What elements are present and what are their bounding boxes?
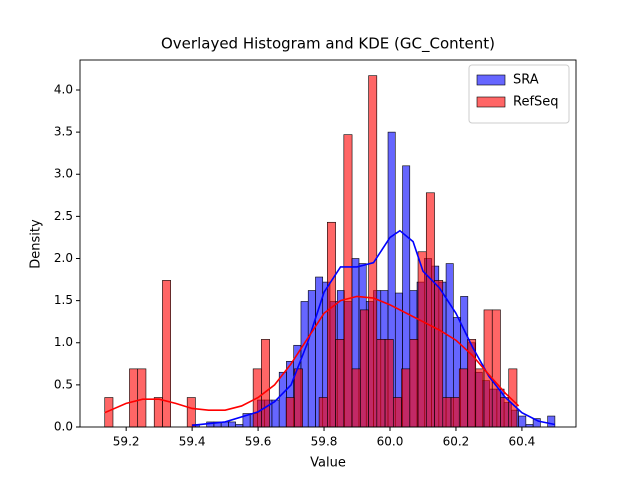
y-tick-label: 1.0 bbox=[54, 335, 73, 349]
y-tick-label: 4.0 bbox=[54, 82, 73, 96]
y-tick-label: 2.0 bbox=[54, 251, 73, 265]
chart-title: Overlayed Histogram and KDE (GC_Content) bbox=[161, 35, 495, 54]
bar bbox=[475, 368, 485, 428]
bar bbox=[360, 309, 369, 428]
bar bbox=[547, 415, 556, 428]
bar bbox=[271, 399, 280, 428]
y-tick-label: 0.0 bbox=[54, 420, 73, 434]
bar bbox=[458, 368, 468, 428]
x-tick-label: 59.6 bbox=[245, 435, 272, 449]
bar bbox=[409, 339, 419, 428]
bar bbox=[384, 339, 394, 428]
plot-frame bbox=[79, 59, 577, 428]
y-tick-label: 2.5 bbox=[54, 209, 73, 223]
x-axis-label: Value bbox=[310, 456, 346, 471]
x-tick-label: 59.8 bbox=[311, 435, 338, 449]
bar bbox=[442, 397, 452, 428]
y-tick-label: 3.0 bbox=[54, 167, 73, 181]
bar bbox=[425, 192, 435, 428]
bar bbox=[491, 309, 501, 428]
bar bbox=[285, 397, 295, 428]
legend-label: SRA bbox=[513, 73, 539, 88]
bar bbox=[137, 368, 147, 428]
bar bbox=[518, 415, 527, 428]
x-tick-label: 59.4 bbox=[179, 435, 206, 449]
bar bbox=[186, 397, 196, 428]
bar bbox=[392, 397, 402, 428]
bar bbox=[368, 75, 378, 428]
bar bbox=[228, 421, 236, 428]
legend-label: RefSeq bbox=[513, 95, 559, 110]
legend-swatch bbox=[476, 74, 506, 86]
kde-line bbox=[104, 295, 520, 414]
bar bbox=[307, 290, 316, 428]
bar bbox=[500, 397, 510, 428]
x-tick-label: 59.2 bbox=[113, 435, 140, 449]
x-tick-label: 60.4 bbox=[509, 435, 536, 449]
bar bbox=[162, 280, 171, 428]
kde-line bbox=[192, 229, 556, 427]
bar bbox=[434, 280, 444, 428]
bar bbox=[153, 397, 163, 428]
bar bbox=[129, 368, 139, 428]
bar bbox=[417, 251, 427, 428]
x-tick-label: 60.0 bbox=[377, 435, 404, 449]
legend-swatch bbox=[476, 96, 506, 108]
bar bbox=[351, 368, 361, 428]
bar bbox=[343, 134, 353, 428]
y-tick-label: 3.5 bbox=[54, 125, 73, 139]
bar bbox=[401, 368, 411, 428]
bar bbox=[294, 368, 303, 428]
y-axis-label: Density bbox=[29, 219, 44, 269]
y-tick-label: 1.5 bbox=[54, 293, 73, 307]
bar bbox=[318, 397, 328, 428]
bar bbox=[278, 371, 287, 428]
bar bbox=[261, 339, 270, 428]
bar bbox=[327, 221, 336, 428]
y-tick-label: 0.5 bbox=[54, 377, 73, 391]
bar bbox=[376, 339, 386, 428]
bar bbox=[335, 339, 345, 428]
x-tick-label: 60.2 bbox=[443, 435, 470, 449]
bar bbox=[450, 397, 460, 428]
